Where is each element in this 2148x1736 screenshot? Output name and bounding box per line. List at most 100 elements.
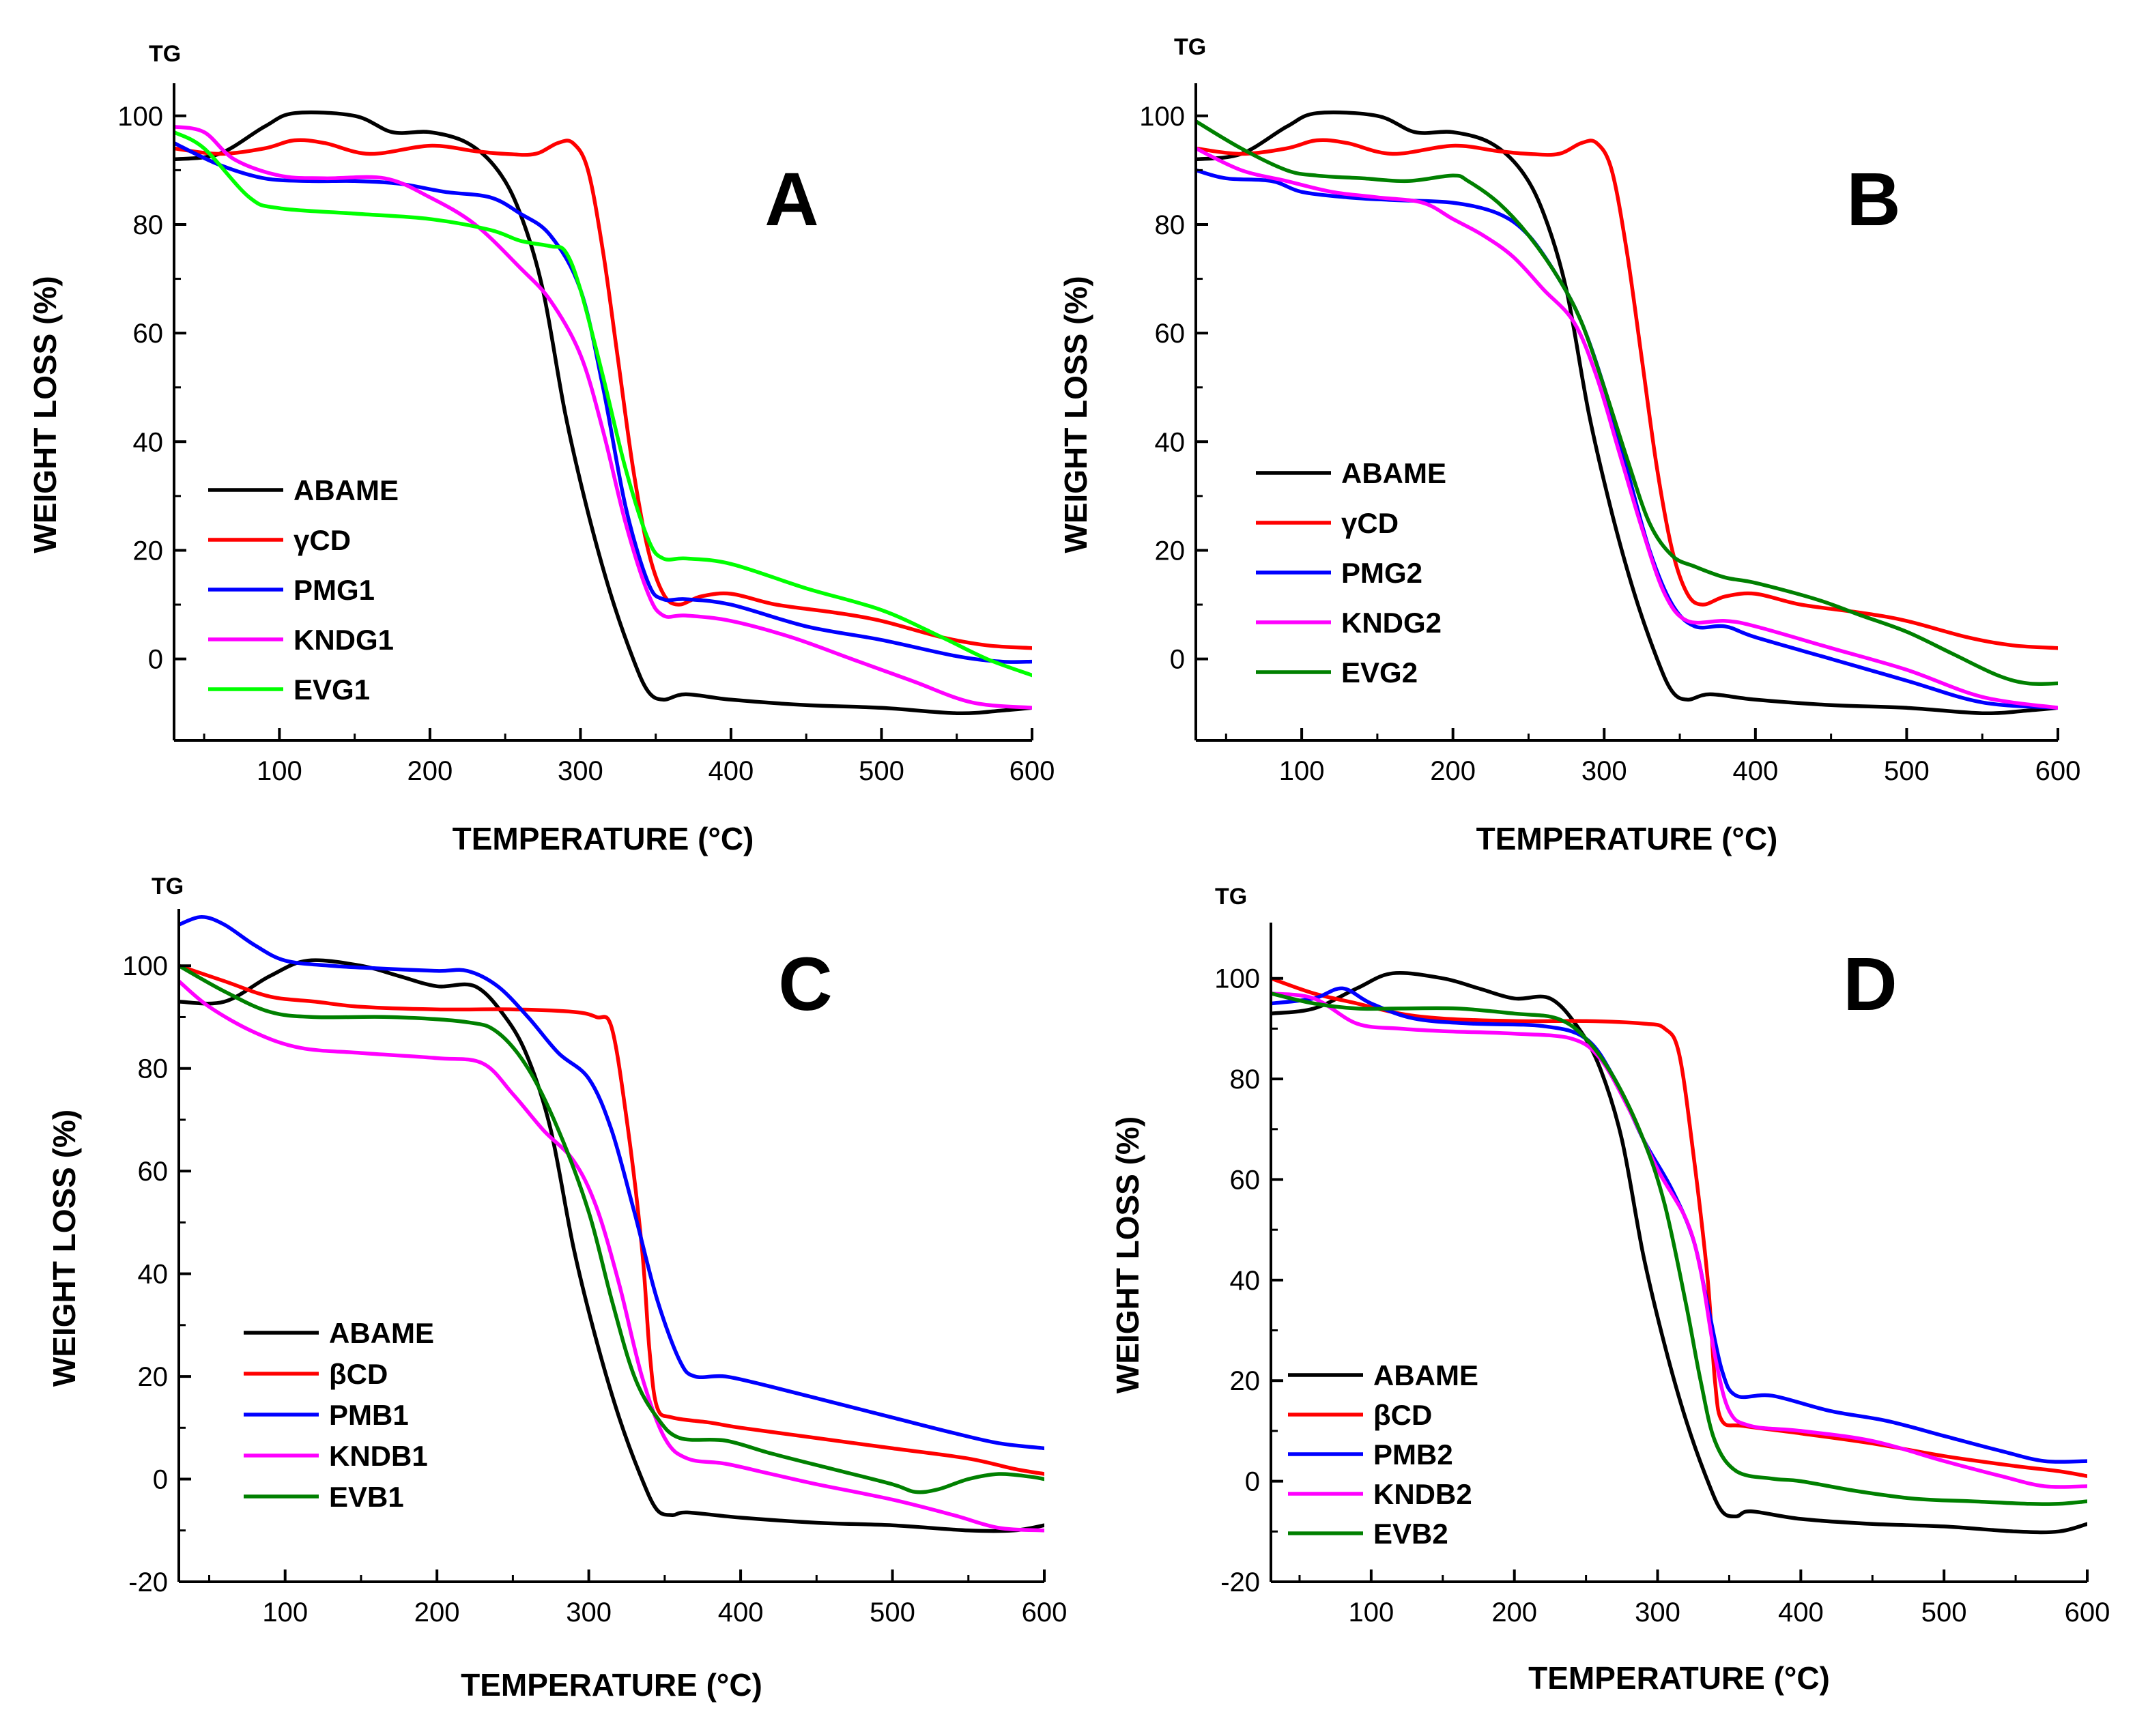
- y-axis-title: WEIGHT LOSS (%): [27, 276, 63, 553]
- y-axis-title: WEIGHT LOSS (%): [1058, 276, 1093, 553]
- series-line-γCD: [174, 138, 1032, 650]
- legend-label: βCD: [329, 1358, 388, 1390]
- legend-label: γCD: [293, 524, 351, 556]
- x-tick-label: 400: [1778, 1597, 1824, 1628]
- series-line-ABAME: [179, 958, 1044, 1533]
- legend-label: ABAME: [293, 474, 399, 506]
- x-tick-label: 200: [407, 756, 453, 786]
- series-line-EVG1: [174, 130, 1032, 678]
- y-tick-label: 100: [1139, 102, 1185, 132]
- x-tick-label: 500: [1921, 1597, 1967, 1628]
- x-tick-label: 200: [1491, 1597, 1537, 1628]
- legend: ABAME γCD PMG1 KNDG1 EVG1: [208, 474, 399, 706]
- series-line-PMG1: [174, 141, 1032, 664]
- y-tick-label: 80: [1230, 1065, 1261, 1095]
- y-tick-label: -20: [128, 1567, 168, 1597]
- panel-letter: C: [778, 942, 832, 1026]
- x-axis-title: TEMPERATURE (°C): [453, 821, 754, 856]
- series-line-EVB1: [179, 964, 1044, 1494]
- x-tick-label: 600: [2065, 1597, 2110, 1628]
- x-tick-label: 300: [1581, 756, 1627, 786]
- series-line-βCD: [179, 964, 1044, 1476]
- series-line-PMB1: [179, 915, 1044, 1451]
- series-group: [1196, 110, 2058, 716]
- legend-label: EVB2: [1373, 1518, 1448, 1550]
- legend-label: KNDB1: [329, 1440, 428, 1472]
- legend-label: PMB1: [329, 1399, 409, 1431]
- legend-label: EVG2: [1341, 656, 1418, 689]
- panel-a: 100 200 300 400 500 600 0 20 40 60 80 100 TEMPERATUR…: [27, 41, 1055, 856]
- x-tick-label: 500: [870, 1597, 915, 1628]
- y-tick-label: 100: [1214, 964, 1260, 994]
- x-tick-label: 100: [262, 1597, 308, 1628]
- y-tick-label: 60: [1230, 1165, 1261, 1195]
- y-tick-label: 100: [122, 951, 168, 981]
- legend-label: ABAME: [329, 1317, 434, 1349]
- x-tick-label: 100: [257, 756, 302, 786]
- legend-label: βCD: [1373, 1399, 1432, 1431]
- x-tick-label: 500: [859, 756, 904, 786]
- panel-letter: B: [1846, 158, 1900, 242]
- legend: ABAME βCD PMB2 KNDB2 EVB2: [1288, 1359, 1478, 1550]
- panel-letter: D: [1843, 942, 1897, 1026]
- legend-label: KNDG1: [293, 624, 394, 656]
- x-tick-label: 600: [1009, 756, 1055, 786]
- tg-label: TG: [1174, 34, 1206, 60]
- y-tick-label: 0: [153, 1465, 168, 1495]
- x-tick-label: 100: [1349, 1597, 1394, 1628]
- legend-label: γCD: [1341, 507, 1399, 539]
- y-tick-label: 40: [1155, 427, 1186, 457]
- series-group: [1271, 971, 2087, 1535]
- panel-d: 100 200 300 400 500 600 -20 0 20 40 60 80 100 TEMPERA…: [1110, 884, 2110, 1696]
- panel-b: 100 200 300 400 500 600 0 20 40 60 80 100 TEMPERATUR…: [1058, 34, 2080, 856]
- panel-letter: A: [764, 158, 818, 242]
- series-line-KNDB1: [179, 979, 1044, 1533]
- x-tick-label: 600: [1022, 1597, 1068, 1628]
- panel-c: 100 200 300 400 500 600 -20 0 20 40 60 80 100 TEMPERA…: [46, 873, 1067, 1703]
- series-group: [174, 110, 1032, 716]
- tg-label: TG: [152, 873, 184, 899]
- legend-label: EVB1: [329, 1481, 404, 1513]
- x-axis-title: TEMPERATURE (°C): [1528, 1660, 1830, 1696]
- x-tick-label: 400: [718, 1597, 764, 1628]
- series-line-ABAME: [1271, 971, 2087, 1535]
- series-line-ABAME: [1196, 110, 2058, 716]
- x-axis-title: TEMPERATURE (°C): [461, 1667, 762, 1703]
- y-tick-label: 0: [1245, 1467, 1260, 1497]
- x-tick-label: 600: [2035, 756, 2081, 786]
- y-axis-title: WEIGHT LOSS (%): [46, 1110, 82, 1387]
- legend-label: KNDG2: [1341, 607, 1442, 639]
- legend-label: PMG2: [1341, 557, 1422, 589]
- legend: ABAME βCD PMB1 KNDB1 EVB1: [244, 1317, 434, 1513]
- series-group: [179, 915, 1044, 1533]
- y-tick-label: 40: [138, 1260, 169, 1290]
- legend-label: ABAME: [1341, 457, 1446, 489]
- series-line-EVB2: [1271, 992, 2087, 1506]
- y-tick-label: -20: [1220, 1567, 1260, 1597]
- x-tick-label: 300: [1635, 1597, 1680, 1628]
- x-tick-label: 200: [1430, 756, 1476, 786]
- x-tick-label: 200: [414, 1597, 460, 1628]
- legend-label: PMB2: [1373, 1438, 1453, 1471]
- y-tick-label: 80: [138, 1054, 169, 1084]
- y-tick-label: 20: [1230, 1366, 1261, 1396]
- legend: ABAME γCD PMG2 KNDG2 EVG2: [1256, 457, 1446, 689]
- series-line-ABAME: [174, 110, 1032, 716]
- series-line-EVG2: [1196, 119, 2058, 686]
- y-tick-label: 60: [133, 319, 164, 349]
- y-tick-label: 60: [1155, 319, 1186, 349]
- y-tick-label: 100: [117, 102, 163, 132]
- legend-label: ABAME: [1373, 1359, 1478, 1391]
- x-tick-label: 100: [1279, 756, 1325, 786]
- tg-label: TG: [1215, 884, 1247, 910]
- y-tick-label: 0: [1170, 645, 1185, 675]
- y-tick-label: 80: [133, 210, 164, 240]
- y-tick-label: 20: [138, 1362, 169, 1392]
- series-line-KNDB2: [1271, 992, 2087, 1489]
- x-tick-label: 400: [1732, 756, 1778, 786]
- x-tick-label: 300: [558, 756, 603, 786]
- series-line-KNDG1: [174, 124, 1032, 710]
- y-tick-label: 80: [1155, 210, 1186, 240]
- x-tick-label: 400: [708, 756, 754, 786]
- y-tick-label: 20: [133, 536, 164, 566]
